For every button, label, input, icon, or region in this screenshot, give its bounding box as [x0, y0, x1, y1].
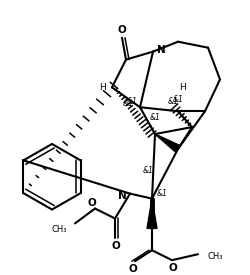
Text: N: N	[118, 191, 126, 201]
Text: &1: &1	[126, 97, 138, 106]
Text: &1: &1	[150, 113, 160, 122]
Text: O: O	[118, 25, 126, 35]
Text: O: O	[112, 241, 120, 251]
Text: &1: &1	[142, 166, 154, 175]
Text: &1: &1	[172, 95, 184, 104]
Text: O: O	[88, 197, 96, 208]
Text: O: O	[168, 263, 177, 273]
Text: CH₃: CH₃	[208, 252, 224, 261]
Polygon shape	[147, 199, 157, 229]
Text: &1: &1	[122, 99, 134, 108]
Text: &1: &1	[168, 97, 178, 106]
Polygon shape	[155, 134, 180, 152]
Text: N: N	[156, 45, 166, 55]
Text: H: H	[100, 83, 106, 92]
Text: CH₃: CH₃	[52, 225, 67, 234]
Text: H: H	[180, 83, 186, 92]
Text: &1: &1	[156, 189, 168, 198]
Text: O: O	[128, 264, 138, 274]
